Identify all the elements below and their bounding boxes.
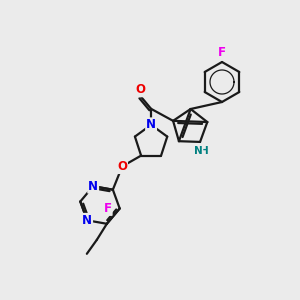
- Text: N: N: [194, 146, 203, 156]
- Text: N: N: [82, 214, 92, 227]
- Text: N: N: [88, 180, 98, 193]
- Text: O: O: [135, 83, 145, 96]
- Text: N: N: [146, 118, 156, 131]
- Text: H: H: [200, 146, 208, 156]
- Text: F: F: [104, 202, 112, 215]
- Text: O: O: [117, 160, 127, 173]
- Text: F: F: [218, 46, 226, 59]
